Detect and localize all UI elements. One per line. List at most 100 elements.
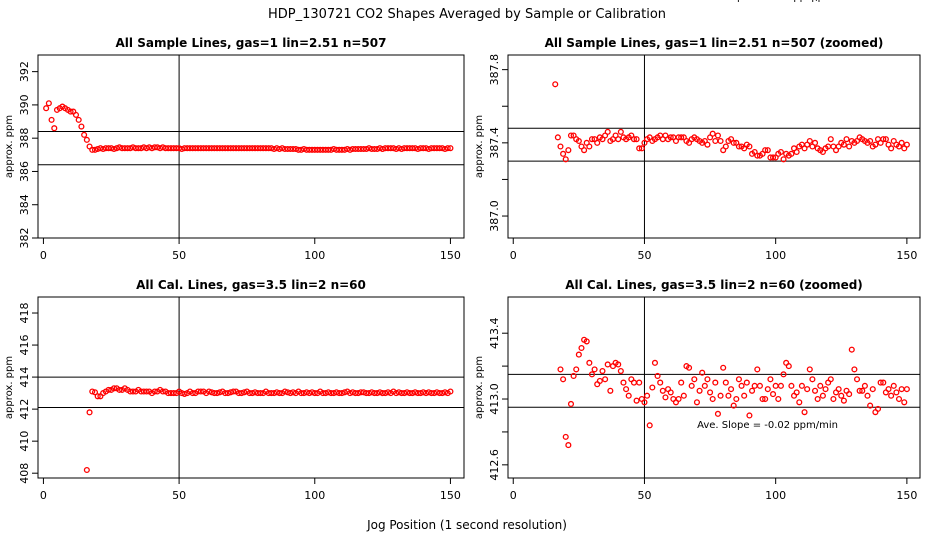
data-point — [599, 367, 606, 375]
data-point — [751, 382, 758, 389]
data-point — [730, 402, 737, 409]
y-axis-label: approx. ppm — [4, 115, 15, 178]
data-point — [83, 136, 90, 143]
panel-2: All Sample Lines, gas=1 lin=2.51 n=507 (… — [474, 0, 921, 262]
data-point — [701, 382, 708, 389]
data-point — [846, 143, 853, 150]
plot-frame — [507, 54, 921, 239]
data-point — [678, 134, 685, 141]
data-point — [709, 395, 716, 403]
data-point — [777, 148, 784, 156]
data-point — [864, 392, 871, 399]
data-point — [586, 143, 593, 150]
data-point — [882, 136, 889, 143]
data-point — [633, 136, 640, 143]
data-point — [205, 388, 212, 395]
data-point — [562, 433, 569, 440]
data-point — [414, 145, 421, 153]
data-point — [129, 388, 137, 395]
y-tick-label: 416 — [18, 335, 31, 356]
data-point — [292, 145, 299, 153]
data-point — [214, 390, 221, 397]
data-point — [105, 386, 112, 393]
data-point — [224, 390, 231, 397]
data-point — [379, 145, 386, 153]
data-point — [562, 156, 569, 163]
data-point — [170, 390, 177, 397]
data-point — [557, 366, 564, 373]
data-point — [764, 147, 771, 154]
data-point — [436, 390, 443, 397]
data-point — [425, 145, 432, 153]
data-point — [890, 382, 897, 389]
plot-frame — [37, 296, 465, 479]
data-point — [116, 386, 123, 393]
data-point — [89, 388, 96, 395]
data-point — [110, 385, 118, 392]
data-point — [843, 136, 850, 143]
data-point — [371, 145, 378, 153]
data-point — [662, 394, 669, 401]
data-point — [578, 344, 585, 352]
data-point — [861, 382, 868, 389]
data-point — [290, 389, 297, 396]
data-point — [838, 392, 845, 399]
data-point — [903, 386, 910, 393]
data-point — [252, 389, 259, 396]
data-point — [124, 145, 131, 152]
y-tick-label: 390 — [18, 94, 31, 115]
data-point — [811, 387, 819, 394]
data-point — [699, 369, 706, 376]
data-point — [811, 139, 819, 146]
data-point — [777, 382, 784, 389]
data-point — [371, 390, 378, 397]
data-point — [623, 386, 630, 393]
data-point — [159, 144, 166, 151]
data-point — [801, 409, 808, 416]
x-tick-label: 100 — [765, 489, 786, 502]
x-tick-label: 150 — [896, 489, 917, 502]
data-point — [686, 364, 693, 371]
data-point — [754, 152, 761, 159]
data-point — [384, 389, 392, 396]
data-point — [48, 116, 55, 123]
data-point — [447, 145, 454, 152]
data-point — [840, 397, 847, 404]
y-tick-label: 413.0 — [488, 383, 501, 415]
data-point — [596, 377, 603, 384]
data-point — [552, 81, 559, 88]
data-point — [583, 338, 590, 345]
data-point — [414, 390, 421, 397]
data-point — [798, 382, 805, 389]
data-point — [620, 379, 627, 386]
data-point — [560, 150, 567, 157]
panel-4: All Cal. Lines, gas=3.5 lin=2 n=60 (zoom… — [474, 278, 921, 502]
data-point — [893, 389, 900, 396]
data-point — [817, 382, 824, 389]
data-point — [657, 379, 664, 386]
data-point — [441, 145, 449, 153]
data-point — [814, 395, 821, 403]
data-point — [330, 145, 337, 153]
data-point — [276, 390, 283, 397]
data-point — [436, 145, 443, 152]
x-tick-label: 0 — [40, 489, 47, 502]
data-point — [675, 395, 682, 403]
data-point — [325, 389, 332, 396]
data-point — [714, 132, 721, 139]
data-point — [409, 145, 416, 152]
data-point — [830, 395, 837, 403]
data-point — [189, 390, 196, 397]
data-point — [636, 379, 643, 386]
data-point — [178, 145, 185, 153]
data-point — [769, 154, 777, 161]
y-tick-label: 414 — [18, 367, 31, 388]
data-point — [428, 390, 435, 397]
data-point — [148, 145, 156, 152]
y-tick-label: 384 — [18, 194, 31, 215]
data-point — [368, 389, 375, 396]
data-point — [759, 395, 766, 403]
data-point — [738, 382, 745, 389]
data-point — [94, 393, 101, 400]
data-point — [425, 389, 432, 396]
